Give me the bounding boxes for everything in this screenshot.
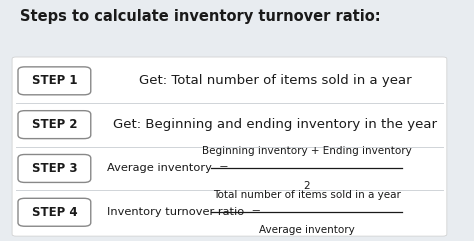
FancyBboxPatch shape (18, 67, 91, 95)
FancyBboxPatch shape (18, 111, 91, 139)
Text: Steps to calculate inventory turnover ratio:: Steps to calculate inventory turnover ra… (20, 9, 381, 24)
Text: STEP 2: STEP 2 (32, 118, 77, 131)
Text: Get: Beginning and ending inventory in the year: Get: Beginning and ending inventory in t… (113, 118, 437, 131)
Text: Total number of items sold in a year: Total number of items sold in a year (213, 190, 401, 200)
Text: Average inventory: Average inventory (259, 225, 355, 234)
FancyBboxPatch shape (18, 154, 91, 182)
Text: STEP 4: STEP 4 (32, 206, 77, 219)
FancyBboxPatch shape (18, 198, 91, 226)
Text: 2: 2 (303, 181, 310, 191)
Text: Get: Total number of items sold in a year: Get: Total number of items sold in a yea… (138, 74, 411, 87)
Text: Beginning inventory + Ending inventory: Beginning inventory + Ending inventory (202, 146, 411, 156)
FancyBboxPatch shape (12, 57, 447, 236)
Text: Average inventory  =: Average inventory = (107, 163, 228, 174)
Text: Inventory turnover ratio  =: Inventory turnover ratio = (107, 207, 261, 217)
Text: STEP 3: STEP 3 (32, 162, 77, 175)
Text: STEP 1: STEP 1 (32, 74, 77, 87)
